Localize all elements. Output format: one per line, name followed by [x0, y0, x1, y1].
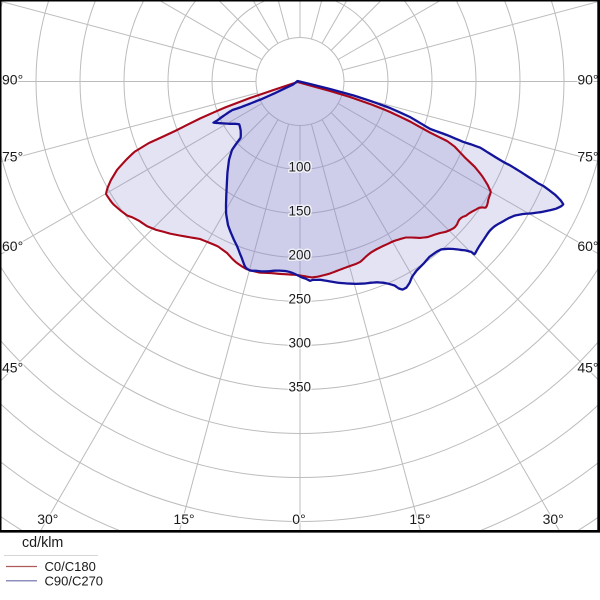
svg-text:60°: 60° — [2, 238, 23, 254]
svg-text:15°: 15° — [409, 511, 430, 527]
svg-text:15°: 15° — [173, 511, 194, 527]
svg-text:150: 150 — [289, 204, 312, 219]
svg-text:100: 100 — [289, 160, 312, 175]
svg-text:30°: 30° — [543, 511, 564, 527]
svg-text:250: 250 — [289, 292, 312, 307]
svg-text:0°: 0° — [292, 511, 305, 527]
svg-text:C90/C270: C90/C270 — [45, 574, 104, 589]
svg-text:90°: 90° — [2, 72, 23, 88]
svg-text:75°: 75° — [2, 149, 23, 165]
svg-text:200: 200 — [289, 248, 312, 263]
svg-text:C0/C180: C0/C180 — [45, 559, 96, 574]
svg-text:45°: 45° — [2, 360, 23, 376]
svg-text:300: 300 — [289, 336, 312, 351]
svg-text:30°: 30° — [37, 511, 58, 527]
svg-text:350: 350 — [289, 380, 312, 395]
svg-text:90°: 90° — [577, 72, 598, 88]
svg-text:60°: 60° — [577, 238, 598, 254]
svg-text:75°: 75° — [577, 149, 598, 165]
svg-text:45°: 45° — [577, 360, 598, 376]
svg-text:cd/klm: cd/klm — [22, 535, 63, 551]
